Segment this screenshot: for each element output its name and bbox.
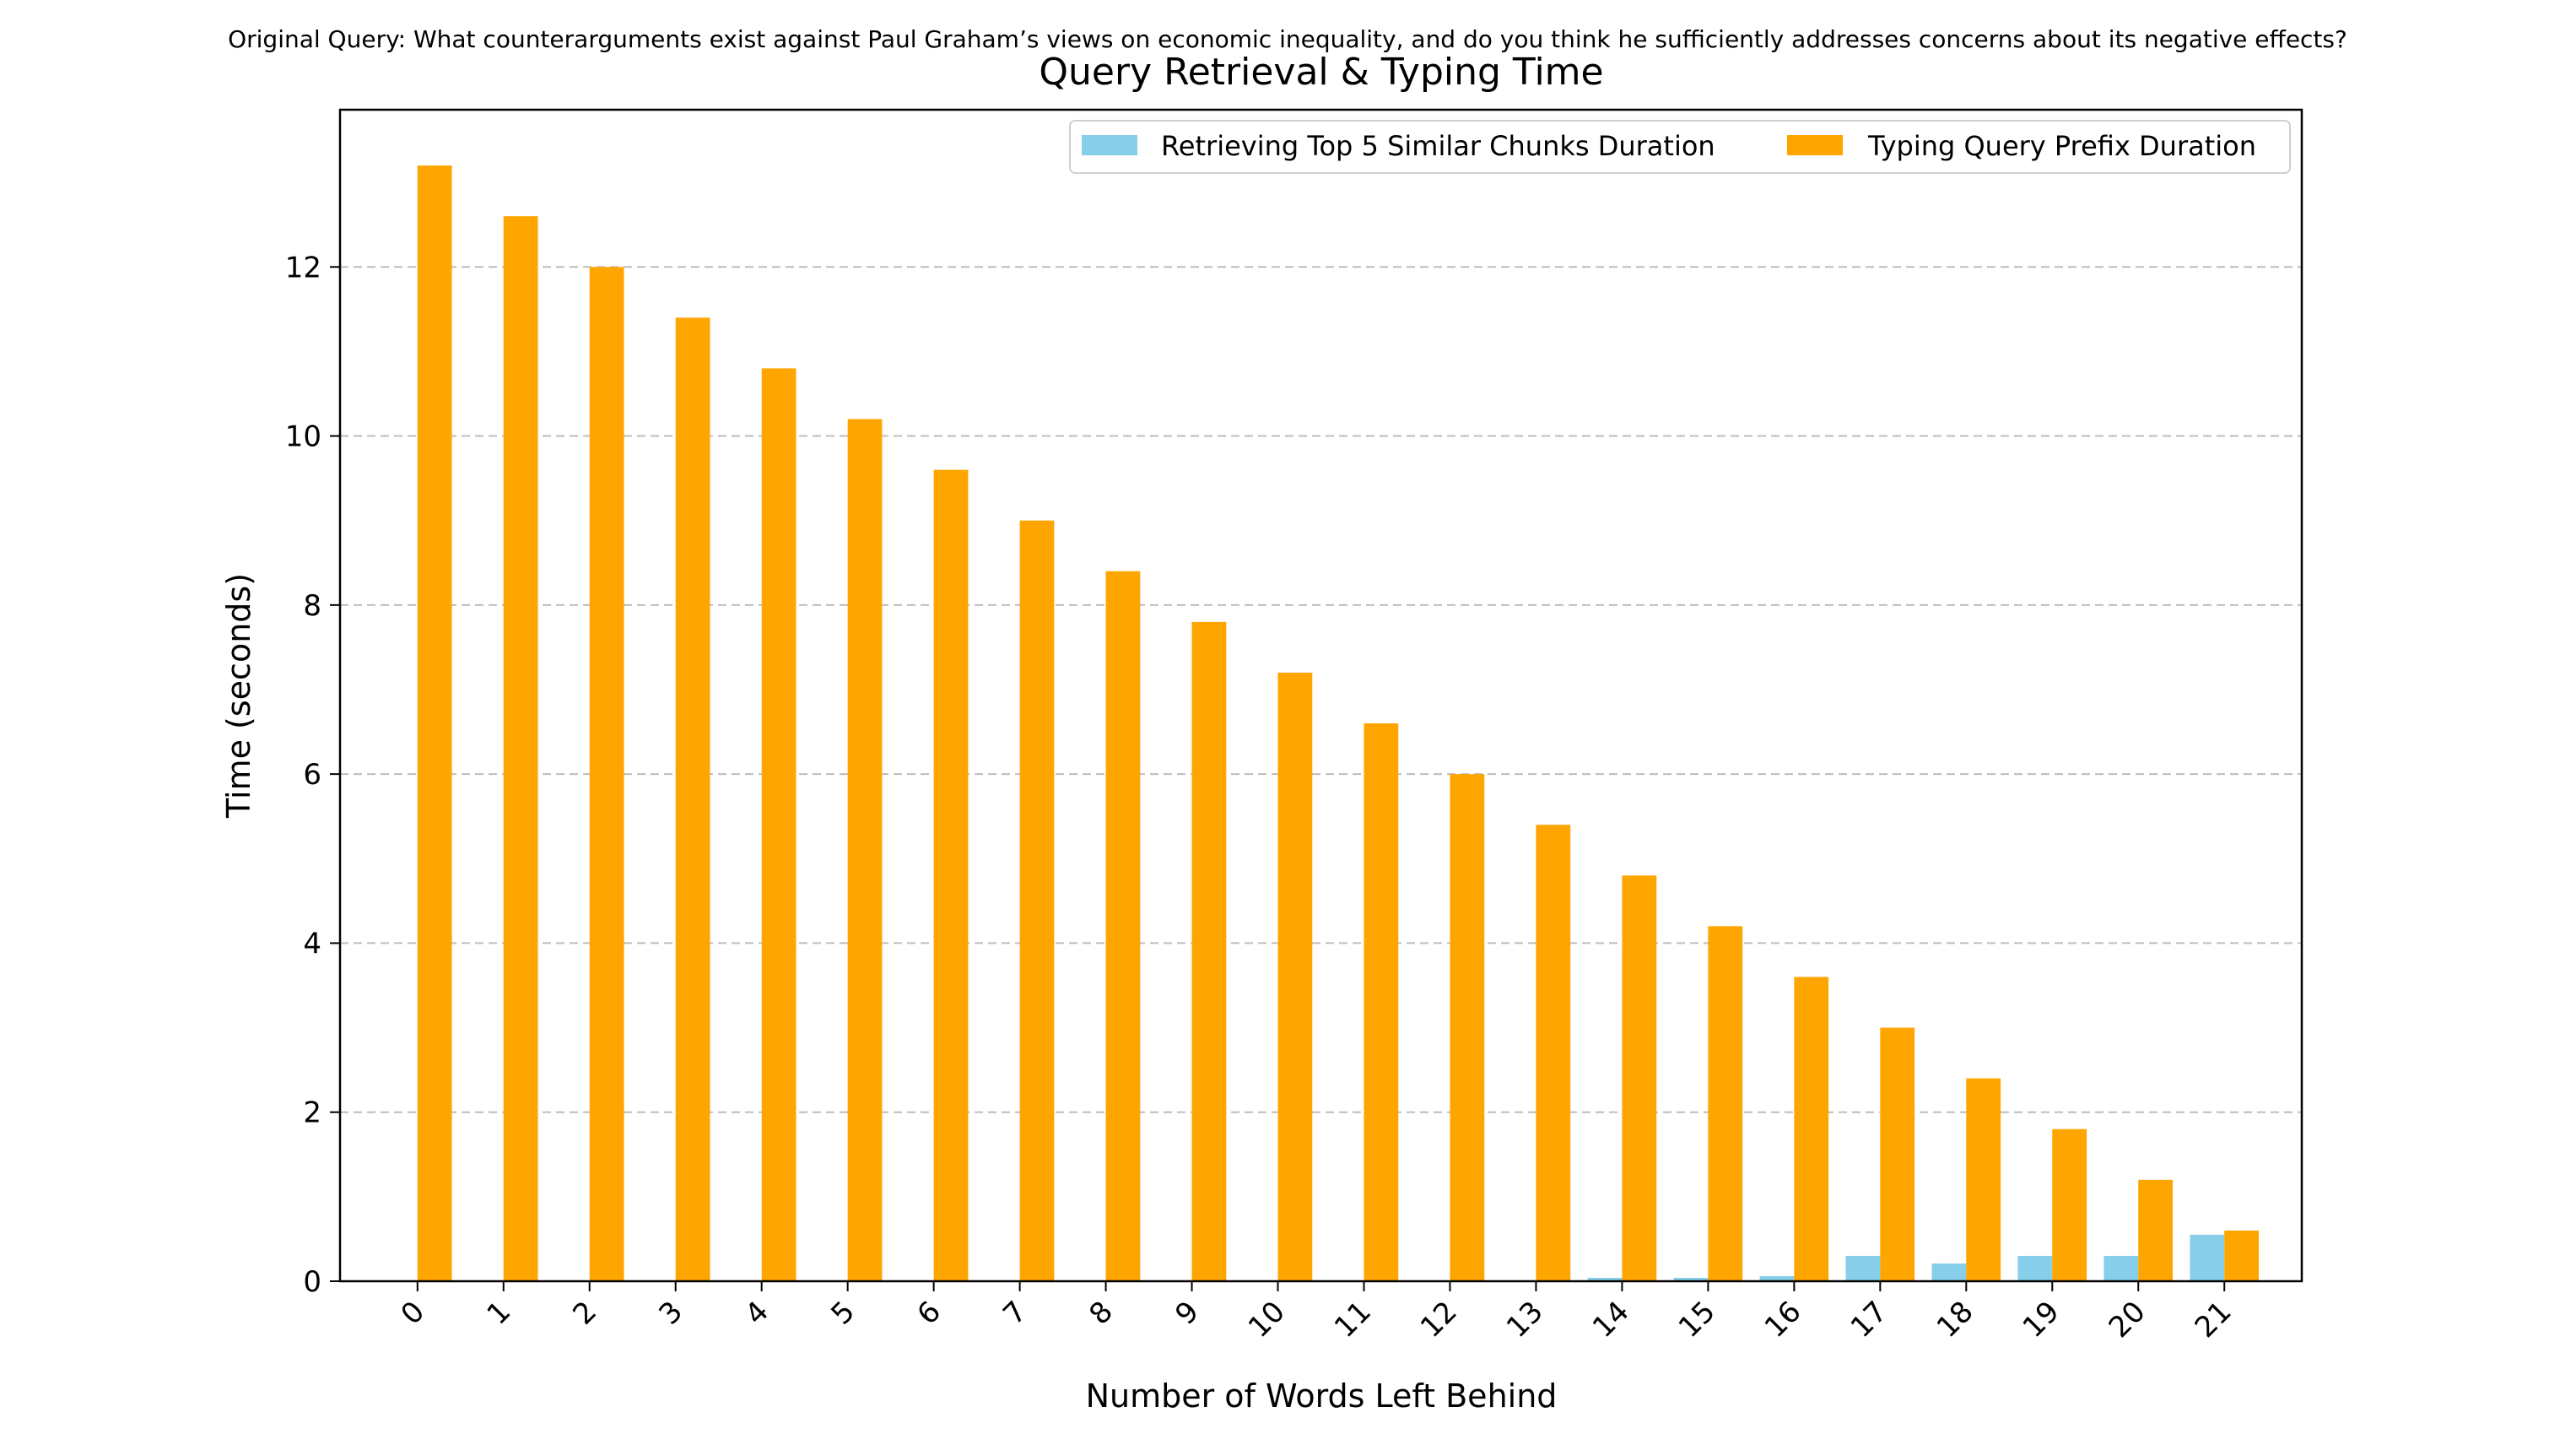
axes [338,108,2303,1283]
bar-retrieving-19 [2017,1255,2053,1281]
bar-typing-13 [1536,825,1571,1281]
bar-retrieving-18 [1931,1263,1967,1281]
x-tick-label: 15 [1672,1295,1722,1345]
bar-retrieving-15 [1673,1277,1709,1281]
bar-typing-19 [2052,1128,2087,1281]
y-grid [340,266,2302,1113]
x-tick-label: 8 [1083,1295,1120,1332]
legend-label-typing: Typing Query Prefix Duration [1867,130,2256,162]
bar-retrieving-14 [1587,1277,1623,1281]
bar-typing-3 [675,317,710,1281]
y-tick-label: 6 [303,758,321,792]
x-tick-label: 20 [2103,1295,2152,1345]
bar-typing-8 [1105,571,1141,1281]
y-tick-label: 0 [303,1265,321,1299]
x-tick-label: 3 [652,1295,689,1332]
y-tick-label: 12 [285,251,321,284]
bar-typing-11 [1364,723,1399,1281]
bar-typing-7 [1019,520,1055,1281]
x-tick-label: 4 [738,1295,775,1332]
x-tick-label: 9 [1169,1295,1206,1332]
x-tick-label: 13 [1500,1295,1550,1345]
x-tick-label: 18 [1931,1295,1980,1345]
bars [417,165,2260,1282]
legend: Retrieving Top 5 Similar Chunks Duration… [1069,120,2291,174]
x-tick-label: 5 [824,1295,861,1332]
x-tick-label: 17 [1844,1295,1894,1345]
x-tick-label: 1 [481,1295,518,1332]
y-axis-label: Time (seconds) [220,573,257,819]
bar-typing-0 [417,165,452,1282]
x-tick-label: 19 [2017,1295,2066,1345]
legend-frame [1069,120,2291,174]
bar-retrieving-17 [1845,1255,1881,1281]
legend-swatch-retrieving [1082,135,1137,155]
legend-swatch-typing [1787,135,1843,155]
y-tick-label: 8 [303,589,321,623]
bar-typing-4 [761,368,797,1282]
x-tick-label: 14 [1586,1295,1636,1345]
bar-typing-9 [1191,621,1227,1281]
bar-typing-2 [589,267,624,1281]
bar-retrieving-16 [1759,1275,1795,1281]
x-tick-label: 12 [1414,1295,1464,1345]
y-tick-label: 2 [303,1096,321,1130]
bar-typing-16 [1794,977,1829,1281]
bar-typing-18 [1966,1078,2001,1281]
chart-title: Query Retrieval & Typing Time [1039,51,1603,94]
figure-suptitle: Original Query: What counterarguments ex… [228,25,2347,53]
x-tick-label: 16 [1758,1295,1808,1345]
plot-frame [338,108,2303,1283]
bar-retrieving-20 [2103,1255,2139,1281]
y-tick-label: 10 [285,420,321,454]
x-tick-label: 10 [1242,1295,1292,1345]
x-tick-label: 11 [1328,1295,1378,1345]
bar-retrieving-21 [2190,1234,2225,1281]
bar-typing-21 [2224,1230,2260,1281]
y-tick-label: 4 [303,927,321,961]
bar-typing-15 [1708,926,1743,1281]
bar-typing-17 [1880,1027,1915,1281]
x-tick-label: 6 [910,1295,948,1332]
x-axis-label: Number of Words Left Behind [1086,1377,1558,1415]
legend-label-retrieving: Retrieving Top 5 Similar Chunks Duration [1161,130,1715,162]
x-tick-label: 2 [567,1295,604,1332]
bar-typing-12 [1450,774,1485,1281]
x-tick-label: 21 [2189,1295,2238,1345]
bar-typing-5 [847,419,883,1281]
bar-typing-6 [933,469,969,1281]
bar-typing-20 [2138,1179,2174,1281]
x-tick-label: 0 [395,1295,432,1332]
x-tick-label: 7 [996,1295,1034,1332]
bar-typing-1 [503,216,538,1281]
bar-typing-14 [1622,875,1657,1281]
bar-typing-10 [1277,672,1313,1281]
